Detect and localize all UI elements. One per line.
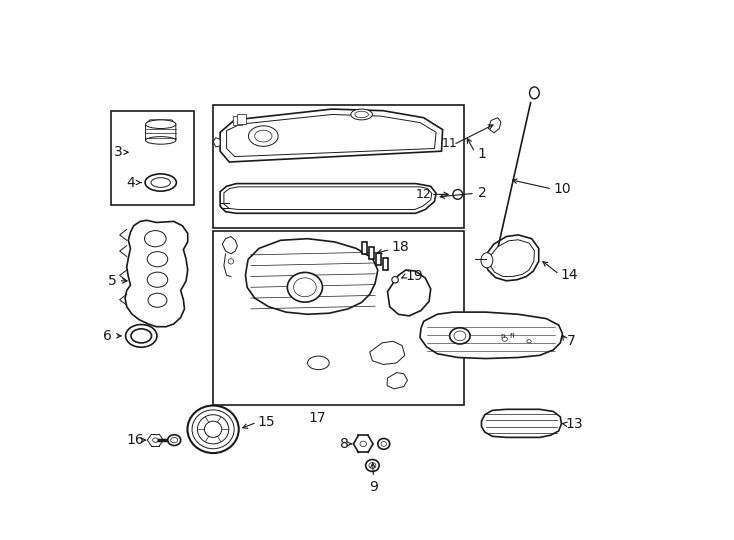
Ellipse shape — [502, 337, 507, 341]
Polygon shape — [482, 409, 562, 437]
Ellipse shape — [197, 415, 229, 444]
Ellipse shape — [192, 410, 234, 449]
Text: 12: 12 — [416, 188, 432, 201]
Polygon shape — [362, 242, 367, 254]
Polygon shape — [220, 184, 436, 213]
Ellipse shape — [131, 329, 151, 343]
Polygon shape — [145, 120, 176, 140]
Text: 7: 7 — [567, 334, 575, 348]
Ellipse shape — [148, 293, 167, 307]
Ellipse shape — [366, 460, 379, 471]
Polygon shape — [224, 187, 432, 210]
Ellipse shape — [228, 259, 233, 264]
Text: 8: 8 — [340, 437, 349, 451]
Ellipse shape — [151, 178, 170, 187]
Ellipse shape — [454, 331, 466, 341]
Polygon shape — [222, 237, 237, 254]
Ellipse shape — [529, 87, 539, 99]
Polygon shape — [388, 270, 431, 316]
Ellipse shape — [187, 406, 239, 453]
Ellipse shape — [168, 435, 181, 446]
Text: 18: 18 — [391, 240, 409, 254]
Text: 2: 2 — [478, 186, 487, 200]
Text: 13: 13 — [566, 417, 584, 431]
Text: 5: 5 — [108, 274, 117, 288]
Ellipse shape — [255, 130, 272, 142]
Bar — [237, 114, 246, 124]
Text: 1: 1 — [478, 147, 487, 161]
Text: 3: 3 — [115, 145, 123, 159]
Ellipse shape — [527, 340, 531, 343]
Polygon shape — [227, 114, 436, 157]
Polygon shape — [376, 253, 381, 265]
Polygon shape — [220, 109, 443, 162]
Polygon shape — [484, 235, 539, 281]
Ellipse shape — [378, 438, 390, 449]
Text: 9: 9 — [369, 480, 378, 494]
Ellipse shape — [453, 190, 462, 199]
Text: 17: 17 — [309, 411, 327, 426]
Text: 16: 16 — [127, 433, 145, 447]
Ellipse shape — [450, 328, 470, 344]
Ellipse shape — [153, 438, 158, 442]
Ellipse shape — [205, 421, 222, 437]
Ellipse shape — [308, 356, 330, 369]
Polygon shape — [489, 118, 501, 133]
Bar — [213, 231, 464, 405]
Polygon shape — [370, 341, 404, 365]
Ellipse shape — [148, 272, 168, 287]
Bar — [111, 111, 195, 205]
Polygon shape — [387, 373, 407, 389]
Text: 14: 14 — [560, 268, 578, 282]
Ellipse shape — [171, 437, 178, 443]
Text: n  fl: n fl — [501, 333, 514, 339]
Ellipse shape — [145, 137, 176, 144]
Text: 15: 15 — [258, 415, 275, 429]
Text: 11: 11 — [442, 137, 457, 150]
Ellipse shape — [392, 276, 399, 283]
Polygon shape — [125, 220, 188, 327]
Ellipse shape — [481, 253, 493, 268]
Ellipse shape — [381, 442, 386, 446]
Ellipse shape — [351, 109, 372, 120]
Ellipse shape — [360, 441, 366, 447]
Ellipse shape — [145, 174, 176, 191]
Ellipse shape — [249, 126, 278, 146]
Ellipse shape — [126, 325, 157, 347]
Ellipse shape — [148, 252, 168, 267]
Bar — [213, 105, 464, 228]
Polygon shape — [420, 312, 562, 359]
Ellipse shape — [287, 272, 322, 302]
Ellipse shape — [355, 111, 368, 118]
Text: 10: 10 — [553, 182, 571, 196]
Polygon shape — [213, 138, 220, 147]
Polygon shape — [382, 258, 388, 270]
Ellipse shape — [294, 278, 316, 297]
Polygon shape — [368, 247, 374, 259]
Text: 4: 4 — [127, 176, 141, 190]
Bar — [233, 116, 241, 125]
Ellipse shape — [145, 231, 166, 247]
Text: 6: 6 — [103, 329, 112, 343]
Polygon shape — [245, 239, 378, 314]
Ellipse shape — [369, 462, 376, 468]
Text: 19: 19 — [406, 269, 424, 284]
Ellipse shape — [145, 120, 176, 129]
Polygon shape — [489, 240, 534, 276]
